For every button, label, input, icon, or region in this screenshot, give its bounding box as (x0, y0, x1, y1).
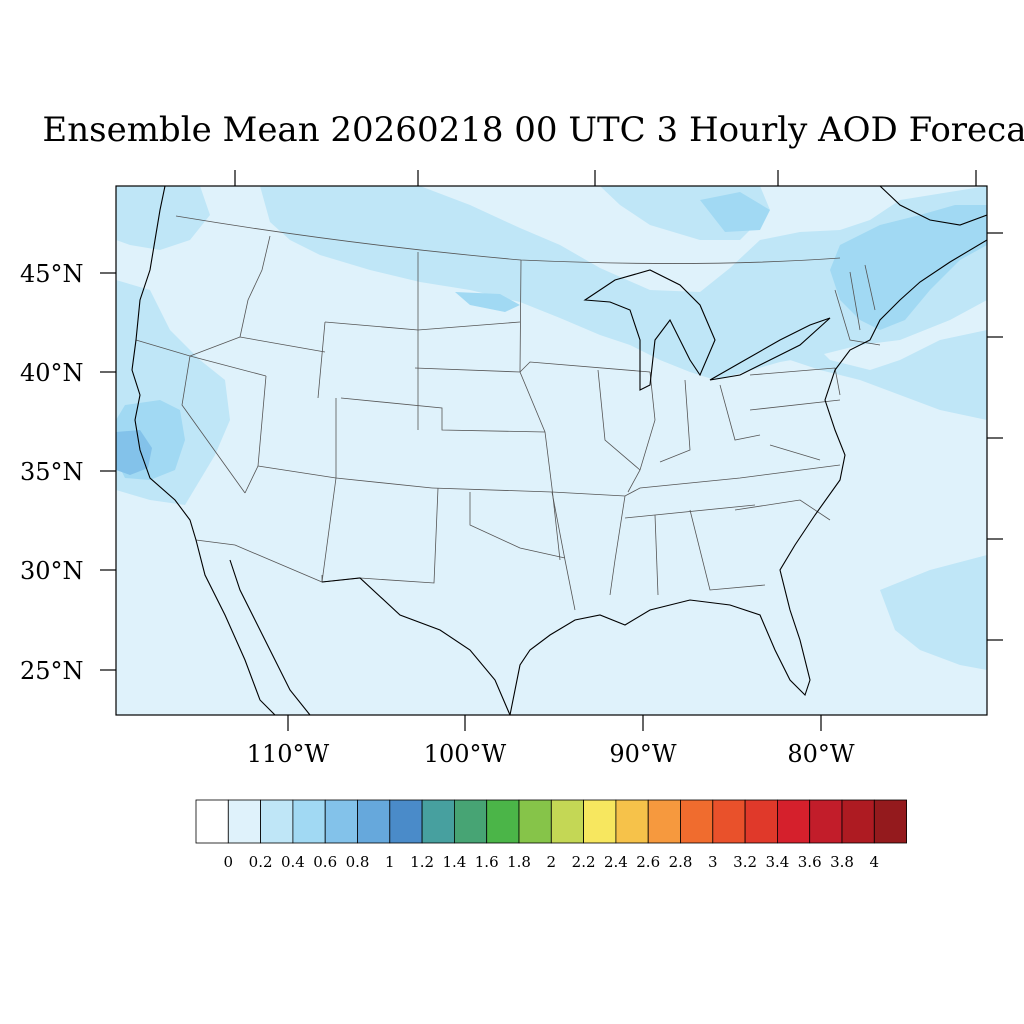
lon-label-110w: 110°W (247, 740, 330, 768)
colorbar-box (647, 799, 681, 844)
colorbar-box (809, 799, 843, 844)
colorbar-box (518, 799, 552, 844)
colorbar-box (486, 799, 520, 844)
colorbar-box (195, 799, 229, 844)
aod-band-northern-plains (260, 186, 987, 380)
aod-band-great-lakes-east (700, 300, 987, 420)
colorbar: 0 0.2 0.4 0.6 0.8 1 1.2 1.4 1.6 1.8 2 2.2 2.4 2.6 2.8 3… (195, 799, 907, 871)
colorbar-label: 2.4 (604, 853, 628, 871)
great-lakes-outline (583, 269, 716, 391)
aod-peak-southern-california (116, 430, 152, 475)
colorbar-label: 0 (224, 853, 234, 871)
colorbar-box (227, 799, 262, 844)
gulf-coast (509, 239, 987, 715)
colorbar-label: 0.6 (313, 853, 337, 871)
colorbar-box (260, 799, 294, 844)
colorbar-label: 3.4 (765, 853, 789, 871)
longitude-labels: 110°W 100°W 90°W 80°W (247, 740, 855, 768)
map-frame (115, 185, 988, 716)
aod-band-atlantic (880, 555, 987, 670)
aod-patch-north-dakota (455, 292, 520, 312)
map-panel (116, 186, 987, 715)
lake-erie-ontario (709, 317, 831, 381)
aod-contours-0.2-0.4 (116, 186, 987, 670)
canada-quebec-coast (879, 186, 987, 226)
colorbar-box (550, 799, 584, 844)
lat-label-30n: 30°N (20, 557, 84, 585)
colorbar-label: 0.8 (346, 853, 370, 871)
colorbar-box (680, 799, 714, 844)
colorbar-boxes (195, 799, 907, 844)
state-boundaries (135, 215, 881, 611)
colorbar-box (873, 799, 907, 844)
colorbar-label: 2.8 (669, 853, 693, 871)
colorbar-label: 2 (547, 853, 557, 871)
colorbar-label: 3 (708, 853, 718, 871)
colorbar-label: 4 (870, 853, 880, 871)
colorbar-box (615, 799, 649, 844)
colorbar-box (583, 799, 617, 844)
lon-label-100w: 100°W (424, 740, 507, 768)
colorbar-label: 0.4 (281, 853, 305, 871)
page-title: Ensemble Mean 20260218 00 UTC 3 Hourly A… (42, 110, 1024, 150)
colorbar-label: 1.4 (442, 853, 466, 871)
colorbar-label: 3.8 (830, 853, 854, 871)
colorbar-label: 2.2 (572, 853, 596, 871)
colorbar-label: 1.2 (410, 853, 434, 871)
lon-label-90w: 90°W (609, 740, 677, 768)
colorbar-label: 3.2 (733, 853, 757, 871)
colorbar-label: 3.6 (798, 853, 822, 871)
colorbar-box (389, 799, 423, 844)
colorbar-label: 1 (385, 853, 395, 871)
colorbar-box (324, 799, 358, 844)
coastlines (131, 186, 987, 715)
colorbar-label: 0.2 (249, 853, 273, 871)
colorbar-box (777, 799, 811, 844)
colorbar-box (453, 799, 488, 844)
pacific-coast (131, 186, 276, 715)
lat-label-35n: 35°N (20, 458, 84, 486)
colorbar-label: 1.6 (475, 853, 499, 871)
lat-label-25n: 25°N (20, 657, 84, 685)
aod-band-northwest (116, 186, 210, 250)
colorbar-box (357, 799, 391, 844)
colorbar-box (712, 799, 746, 844)
mexico-border (321, 577, 511, 715)
aod-patch-northeast (830, 205, 987, 330)
colorbar-box (292, 799, 326, 844)
aod-patch-canada-north (700, 192, 770, 232)
map-ticks (100, 170, 1003, 731)
lat-label-45n: 45°N (20, 260, 84, 288)
baja-coast (229, 559, 311, 715)
colorbar-box (841, 799, 875, 844)
colorbar-labels: 0 0.2 0.4 0.6 0.8 1 1.2 1.4 1.6 1.8 2 2.2 2.4 2.6 2.8 3… (224, 853, 880, 871)
colorbar-label: 1.8 (507, 853, 531, 871)
latitude-labels: 45°N 40°N 35°N 30°N 25°N (20, 260, 84, 685)
lon-label-80w: 80°W (787, 740, 855, 768)
lat-label-40n: 40°N (20, 359, 84, 387)
colorbar-box (421, 799, 455, 844)
aod-contours-0.6-0.8 (116, 430, 152, 475)
colorbar-label: 2.6 (636, 853, 660, 871)
colorbar-box (744, 799, 778, 844)
